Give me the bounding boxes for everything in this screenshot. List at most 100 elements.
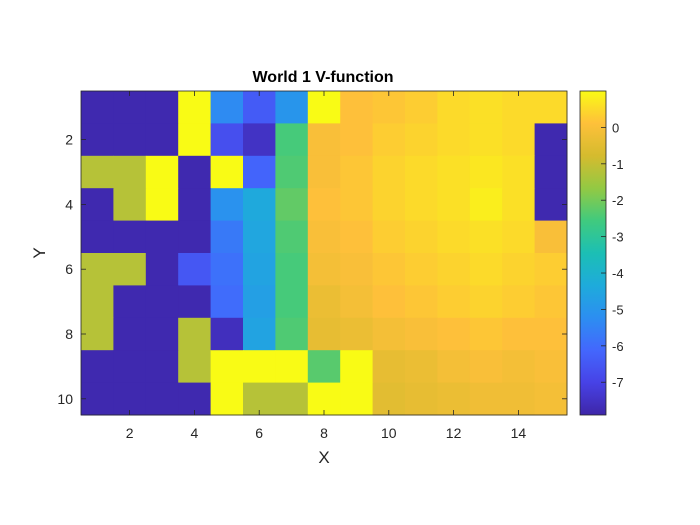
y-tick-label: 2: [65, 132, 73, 148]
y-tick-label: 8: [65, 326, 73, 342]
heatmap-cell: [405, 220, 438, 254]
heatmap-cell: [307, 188, 341, 222]
heatmap-cell: [210, 123, 244, 157]
heatmap-cell: [307, 155, 341, 189]
heatmap-cell: [437, 350, 471, 384]
heatmap-cell: [405, 253, 438, 286]
colorbar-tick-label: -1: [612, 157, 624, 172]
heatmap-cell: [372, 123, 406, 157]
colorbar-tick-label: -3: [612, 230, 624, 245]
heatmap-cell: [469, 317, 503, 351]
y-axis-ticks: 2 4 6 8 10: [57, 132, 567, 407]
colorbar-tick-label: -6: [612, 339, 624, 354]
heatmap-cell: [469, 123, 503, 157]
heatmap-cell: [275, 350, 309, 384]
y-tick-label: 4: [65, 196, 73, 212]
colorbar-ticks: 0 -1 -2 -3 -4 -5 -6 -7: [601, 120, 624, 390]
heatmap-cell: [437, 155, 471, 189]
heatmap-cell: [469, 155, 503, 189]
heatmap-cell: [307, 285, 341, 319]
heatmap-cell: [145, 123, 179, 157]
heatmap-cell: [275, 285, 309, 319]
heatmap-cell: [145, 91, 179, 124]
heatmap-cell: [534, 220, 568, 254]
heatmap-cell: [145, 285, 179, 319]
colorbar-tick-label: 0: [612, 120, 619, 135]
heatmap-cell: [81, 188, 114, 222]
heatmap-cell: [307, 317, 341, 351]
heatmap-cell: [145, 350, 179, 384]
heatmap-cell: [307, 91, 341, 124]
heatmap-cell: [210, 285, 244, 319]
heatmap-cell: [405, 317, 438, 351]
heatmap-cell: [502, 188, 536, 222]
heatmap-cell: [210, 317, 244, 351]
colorbar-tick-label: -7: [612, 375, 624, 390]
heatmap-cell: [469, 188, 503, 222]
colorbar-tick-label: -2: [612, 193, 624, 208]
heatmap-cell: [275, 317, 309, 351]
heatmap-cell: [113, 253, 147, 286]
heatmap-cell: [81, 220, 114, 254]
heatmap-cell: [502, 91, 536, 124]
colorbar-tick-label: -5: [612, 302, 624, 317]
heatmap-cell: [81, 123, 114, 157]
heatmap-cell: [340, 253, 374, 286]
heatmap-cell: [437, 253, 471, 286]
heatmap-cell: [145, 253, 179, 286]
heatmap-cell: [178, 220, 212, 254]
heatmap-cell: [275, 382, 309, 416]
heatmap-cell: [81, 382, 114, 416]
x-tick-label: 12: [446, 425, 462, 441]
heatmap-cell: [340, 91, 374, 124]
heatmap-cell: [243, 155, 276, 189]
heatmap-cell: [145, 220, 179, 254]
heatmap-cell: [178, 188, 212, 222]
heatmap-cell: [502, 285, 536, 319]
heatmap-cell: [145, 382, 179, 416]
x-tick-label: 4: [191, 425, 199, 441]
y-axis-label: Y: [30, 247, 49, 258]
heatmap-cell: [113, 123, 147, 157]
heatmap-cell: [437, 188, 471, 222]
heatmap-cell: [405, 123, 438, 157]
heatmap-cells: [81, 91, 568, 416]
heatmap-cell: [113, 220, 147, 254]
heatmap-cell: [275, 188, 309, 222]
heatmap-cell: [340, 220, 374, 254]
x-axis-label: X: [318, 448, 329, 467]
heatmap-cell: [243, 317, 276, 351]
heatmap-cell: [340, 123, 374, 157]
heatmap-cell: [81, 285, 114, 319]
heatmap-cell: [178, 317, 212, 351]
heatmap-cell: [275, 123, 309, 157]
heatmap-cell: [178, 123, 212, 157]
heatmap-cell: [469, 91, 503, 124]
heatmap-cell: [307, 253, 341, 286]
heatmap-cell: [437, 220, 471, 254]
heatmap-cell: [372, 220, 406, 254]
heatmap-cell: [469, 285, 503, 319]
heatmap-cell: [210, 382, 244, 416]
heatmap-cell: [340, 155, 374, 189]
heatmap-cell: [502, 155, 536, 189]
heatmap-cell: [502, 220, 536, 254]
y-tick-label: 10: [57, 391, 73, 407]
heatmap-cell: [405, 350, 438, 384]
heatmap-cell: [372, 350, 406, 384]
heatmap-cell: [81, 350, 114, 384]
heatmap-cell: [113, 350, 147, 384]
heatmap-cell: [307, 123, 341, 157]
heatmap-cell: [437, 317, 471, 351]
heatmap-cell: [405, 91, 438, 124]
heatmap-cell: [275, 220, 309, 254]
heatmap-cell: [534, 155, 568, 189]
heatmap-cell: [243, 123, 276, 157]
heatmap-cell: [178, 350, 212, 384]
heatmap-cell: [113, 155, 147, 189]
heatmap-cell: [81, 253, 114, 286]
heatmap-cell: [340, 188, 374, 222]
heatmap-cell: [81, 155, 114, 189]
heatmap-cell: [437, 91, 471, 124]
